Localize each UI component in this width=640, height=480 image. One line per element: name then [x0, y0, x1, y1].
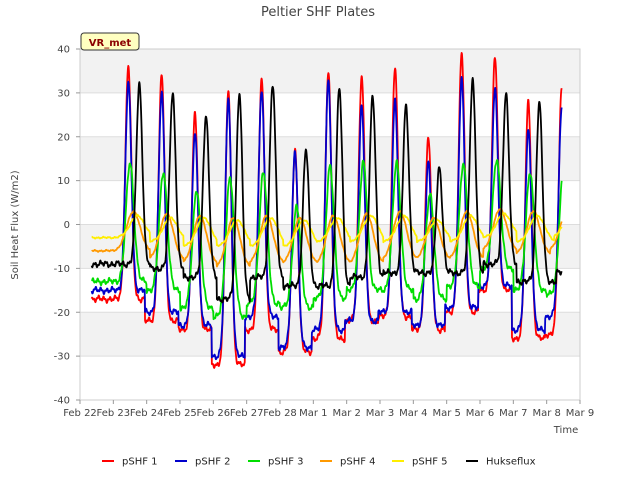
- series-lines: [90, 51, 563, 369]
- legend-label: pSHF 5: [412, 457, 448, 468]
- background-band: [80, 356, 580, 400]
- legend: pSHF 1 pSHF 2 pSHF 3 pSHF 4 pSHF 5 Hukseflux: [102, 457, 536, 468]
- legend-label: pSHF 3: [268, 457, 304, 468]
- y-axis-label: Soil Heat Flux (W/m2): [10, 170, 21, 279]
- series-line-pshf-2: [90, 76, 563, 361]
- x-axis-label: Time: [553, 425, 578, 436]
- x-tick-label: Feb 25: [163, 408, 197, 419]
- y-tick-label: 0: [64, 220, 70, 231]
- x-axis-ticks: Feb 22 Feb 23 Feb 24 Feb 25 Feb 26 Feb 27 Feb …: [63, 400, 594, 419]
- background-band: [80, 268, 580, 313]
- site-label-background: [80, 32, 140, 51]
- x-tick-label: Mar 4: [399, 408, 427, 419]
- legend-label: pSHF 1: [122, 457, 158, 468]
- y-axis-ticks: -40 -30 -20 -10 0 10 20 30 40: [54, 45, 80, 407]
- y-tick-label: 10: [57, 176, 70, 187]
- y-tick-label: -10: [54, 264, 70, 275]
- chart-title: Peltier SHF Plates: [261, 5, 375, 20]
- series-line-hukseflux: [90, 77, 563, 304]
- x-tick-label: Feb 28: [263, 408, 297, 419]
- x-tick-label: Mar 1: [299, 408, 327, 419]
- x-tick-label: Mar 6: [466, 408, 494, 419]
- x-tick-label: Mar 7: [499, 408, 527, 419]
- y-tick-label: -20: [54, 308, 70, 319]
- x-tick-label: Feb 23: [97, 408, 131, 419]
- y-tick-label: 20: [57, 132, 70, 143]
- background-band: [80, 312, 580, 357]
- series-line-pshf-5: [91, 212, 563, 247]
- legend-label: pSHF 2: [195, 457, 231, 468]
- x-tick-label: Feb 22: [63, 408, 97, 419]
- x-tick-label: Feb 24: [130, 408, 164, 419]
- x-tick-label: Mar 8: [532, 408, 560, 419]
- x-tick-label: Mar 2: [332, 408, 360, 419]
- x-tick-label: Mar 3: [366, 408, 394, 419]
- site-label-box: VR_met: [80, 32, 140, 51]
- x-tick-label: Mar 5: [432, 408, 460, 419]
- legend-label: pSHF 4: [340, 457, 376, 468]
- x-tick-label: Feb 27: [230, 408, 264, 419]
- y-tick-label: 40: [57, 45, 70, 56]
- y-tick-label: -30: [54, 352, 70, 363]
- x-tick-label: Mar 9: [566, 408, 594, 419]
- y-tick-label: 30: [57, 88, 70, 99]
- site-label-text: VR_met: [89, 38, 132, 49]
- y-tick-label: -40: [54, 396, 70, 407]
- legend-label: Hukseflux: [486, 457, 536, 468]
- x-tick-label: Feb 26: [197, 408, 231, 419]
